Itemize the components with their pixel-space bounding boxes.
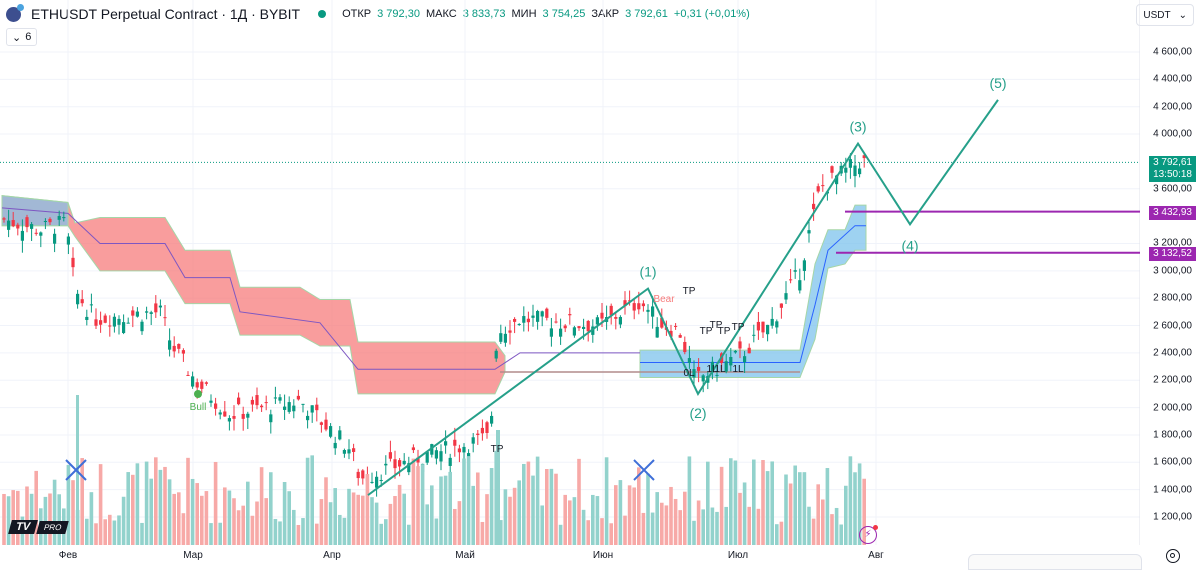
- svg-text:0L: 0L: [683, 368, 695, 379]
- pro-badge: PRO: [36, 520, 70, 534]
- ohlc-high-value: 3 833,73: [462, 8, 506, 20]
- price-tick: 4 200,00: [1153, 101, 1192, 113]
- svg-text:(3): (3): [849, 119, 866, 135]
- symbol-logo-icon: [6, 3, 24, 22]
- price-tick: 4 600,00: [1153, 46, 1192, 58]
- settings-icon[interactable]: [1166, 549, 1180, 563]
- chevron-down-icon: ⌄: [12, 31, 22, 44]
- svg-text:TP: TP: [710, 320, 723, 331]
- time-axis[interactable]: Фев Мар Апр Май Июн Июл Авг: [0, 545, 1140, 566]
- ohlc-close-value: 3 792,61: [625, 8, 668, 20]
- indicators-collapse-button[interactable]: ⌄ 6: [6, 28, 38, 46]
- svg-text:1L: 1L: [714, 364, 726, 375]
- svg-text:(5): (5): [989, 75, 1006, 91]
- symbol-title[interactable]: ETHUSDT Perpetual Contract · 1Д · BYBIT: [31, 6, 301, 22]
- svg-text:(1): (1): [639, 264, 656, 280]
- ohlc-change: +0,31 (+0,01%): [673, 8, 750, 20]
- price-tick: 4 000,00: [1153, 128, 1192, 140]
- price-tick: 3 600,00: [1153, 183, 1192, 195]
- time-tick: Авг: [868, 550, 884, 561]
- price-tick: 3 200,00: [1153, 237, 1192, 249]
- price-tick: 2 800,00: [1153, 292, 1192, 304]
- chart-header: ETHUSDT Perpetual Contract · 1Д · BYBIT …: [0, 0, 1146, 28]
- level-tag-2: 3 132,52: [1149, 247, 1196, 261]
- svg-text:TP: TP: [700, 326, 713, 337]
- ohlc-open-value: 3 792,30: [377, 8, 420, 20]
- currency-select[interactable]: USDT ⌄: [1136, 4, 1194, 26]
- last-price-tag: 3 792,61 13:50:18: [1149, 156, 1196, 182]
- svg-text:TP: TP: [732, 322, 745, 333]
- level-tag-1: 3 432,93: [1149, 206, 1196, 220]
- svg-text:Bull: Bull: [190, 402, 207, 413]
- svg-text:TP: TP: [683, 286, 696, 297]
- currency-label: USDT: [1143, 9, 1171, 21]
- price-tick: 1 200,00: [1153, 511, 1192, 523]
- svg-text:TP: TP: [491, 444, 504, 455]
- time-tick: Мар: [183, 550, 203, 561]
- price-tick: 1 600,00: [1153, 456, 1192, 468]
- lightning-icon[interactable]: ⚡: [859, 525, 878, 544]
- bottom-toolbar[interactable]: [968, 554, 1142, 570]
- ohlc-high-label: МАКС: [425, 8, 457, 20]
- svg-text:TP: TP: [718, 326, 731, 337]
- price-tick: 2 000,00: [1153, 402, 1192, 414]
- price-tick: 4 400,00: [1153, 73, 1192, 85]
- svg-text:(4): (4): [901, 237, 918, 253]
- time-tick: Фев: [58, 550, 78, 561]
- price-tick: 2 600,00: [1153, 320, 1192, 332]
- time-tick: Июл: [727, 550, 749, 561]
- price-tick: 2 200,00: [1153, 374, 1192, 386]
- svg-text:(2): (2): [689, 405, 706, 421]
- ohlc-open-label: ОТКР: [342, 8, 372, 20]
- svg-text:1L: 1L: [706, 364, 718, 375]
- ohlc-close-label: ЗАКР: [591, 8, 620, 20]
- ohlc-low-value: 3 754,25: [542, 8, 586, 20]
- indicators-count: 6: [25, 31, 32, 43]
- ohlc-legend: ОТКР 3 792,30 МАКС 3 833,73 МИН 3 754,25 ЗА…: [342, 8, 750, 20]
- price-axis[interactable]: 3 792,61 13:50:18 3 432,93 3 132,52 1 20…: [1140, 0, 1200, 545]
- bar-countdown: 13:50:18: [1153, 169, 1192, 180]
- svg-text:1L: 1L: [732, 364, 744, 375]
- ohlc-low-label: МИН: [511, 8, 537, 20]
- price-tick: 1 400,00: [1153, 484, 1192, 496]
- tv-logo-icon: TV: [8, 520, 38, 534]
- market-status-icon: [318, 10, 327, 18]
- last-price-value: 3 792,61: [1153, 157, 1192, 168]
- tradingview-logo[interactable]: TV PRO: [8, 520, 70, 534]
- price-tick: 2 400,00: [1153, 347, 1192, 359]
- time-tick: Май: [455, 550, 475, 561]
- price-tick: 3 000,00: [1153, 265, 1192, 277]
- time-tick: Апр: [323, 550, 341, 561]
- price-tick: 1 800,00: [1153, 429, 1192, 441]
- chevron-down-icon: ⌄: [1178, 9, 1187, 21]
- time-tick: Июн: [592, 550, 614, 561]
- svg-text:Bear: Bear: [653, 294, 675, 305]
